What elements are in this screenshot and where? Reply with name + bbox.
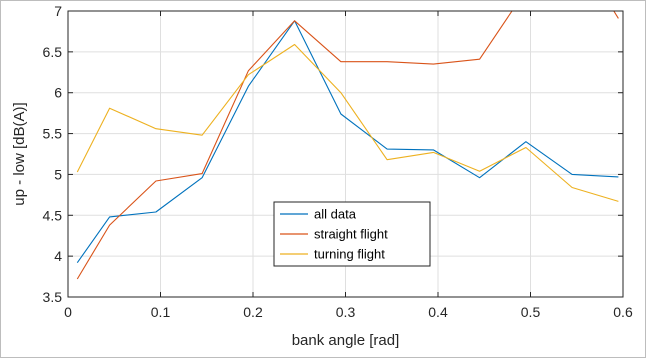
y-tick-label: 5.5: [43, 126, 63, 142]
x-tick-label: 0.5: [521, 304, 541, 320]
x-tick-label: 0.3: [336, 304, 356, 320]
y-tick-label: 6.5: [43, 44, 63, 60]
x-tick-label: 0.6: [613, 304, 633, 320]
y-tick-label: 6: [54, 85, 62, 101]
series-group: [76, 11, 619, 280]
y-tick-label: 4.5: [43, 207, 63, 223]
legend: all data straight flight turning flight: [273, 201, 431, 267]
x-tick-label: 0.2: [243, 304, 263, 320]
y-tick-label: 3.5: [43, 289, 63, 305]
x-tick-label: 0.1: [151, 304, 171, 320]
tick-marks: [67, 10, 624, 298]
x-axis-label: bank angle [rad]: [292, 332, 400, 349]
x-tick-label: 0.4: [428, 304, 448, 320]
y-tick-label: 5: [54, 166, 62, 182]
y-axis-label: up - low [dB(A)]: [11, 102, 28, 205]
x-tick-label: 0: [64, 304, 72, 320]
series-line-straight-flight: [76, 11, 619, 280]
legend-label: all data: [314, 207, 357, 222]
series-line-all-data: [76, 20, 619, 264]
y-tick-label: 7: [54, 3, 62, 19]
y-tick-label: 4: [54, 248, 62, 264]
series-line-turning-flight: [76, 43, 619, 202]
legend-label: straight flight: [314, 227, 388, 242]
legend-label: turning flight: [314, 247, 385, 262]
